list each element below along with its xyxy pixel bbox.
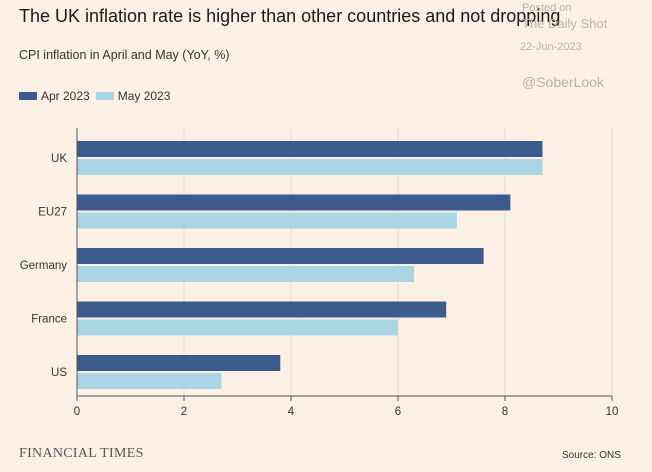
bar-germany-apr xyxy=(77,248,484,264)
bar-france-apr xyxy=(77,301,447,318)
x-tick-label-4: 8 xyxy=(502,406,508,418)
category-label-germany: Germany xyxy=(20,260,68,272)
watermark-posted-on: Posted on xyxy=(522,2,572,14)
bar-france-may xyxy=(77,319,398,336)
x-tick-label-3: 6 xyxy=(395,406,401,418)
x-tick-label-5: 10 xyxy=(606,406,619,418)
category-label-france: France xyxy=(31,314,67,326)
bar-eu27-may xyxy=(77,212,457,229)
category-label-us: US xyxy=(51,367,67,379)
x-tick-label-2: 4 xyxy=(288,406,295,418)
legend-label-may: May 2023 xyxy=(117,89,171,103)
footer-source: Source: ONS xyxy=(562,450,621,461)
category-label-uk: UK xyxy=(51,153,67,165)
watermark-source-name: The Daily Shot xyxy=(522,16,608,31)
legend-swatch-apr xyxy=(19,92,37,100)
bar-eu27-apr xyxy=(77,194,511,211)
legend-item-apr: Apr 2023 xyxy=(19,89,90,103)
bar-us-may xyxy=(77,373,222,389)
watermark-date: 22-Jun-2023 xyxy=(520,41,582,53)
footer-brand: FINANCIAL TIMES xyxy=(19,446,144,461)
legend-label-apr: Apr 2023 xyxy=(41,89,90,103)
bar-uk-may xyxy=(77,159,543,175)
x-tick-label-1: 2 xyxy=(181,406,187,418)
legend: Apr 2023 May 2023 xyxy=(19,89,176,103)
legend-swatch-may xyxy=(95,92,114,100)
category-label-eu27: EU27 xyxy=(38,207,67,219)
legend-item-may: May 2023 xyxy=(95,89,171,103)
watermark-handle: @SoberLook xyxy=(522,74,604,90)
bar-uk-apr xyxy=(77,141,543,157)
chart-title: The UK inflation rate is higher than oth… xyxy=(19,6,561,26)
chart-subtitle: CPI inflation in April and May (YoY, %) xyxy=(19,48,230,62)
bar-us-apr xyxy=(77,355,281,371)
x-tick-label-0: 0 xyxy=(74,406,80,418)
bar-germany-may xyxy=(77,266,415,282)
